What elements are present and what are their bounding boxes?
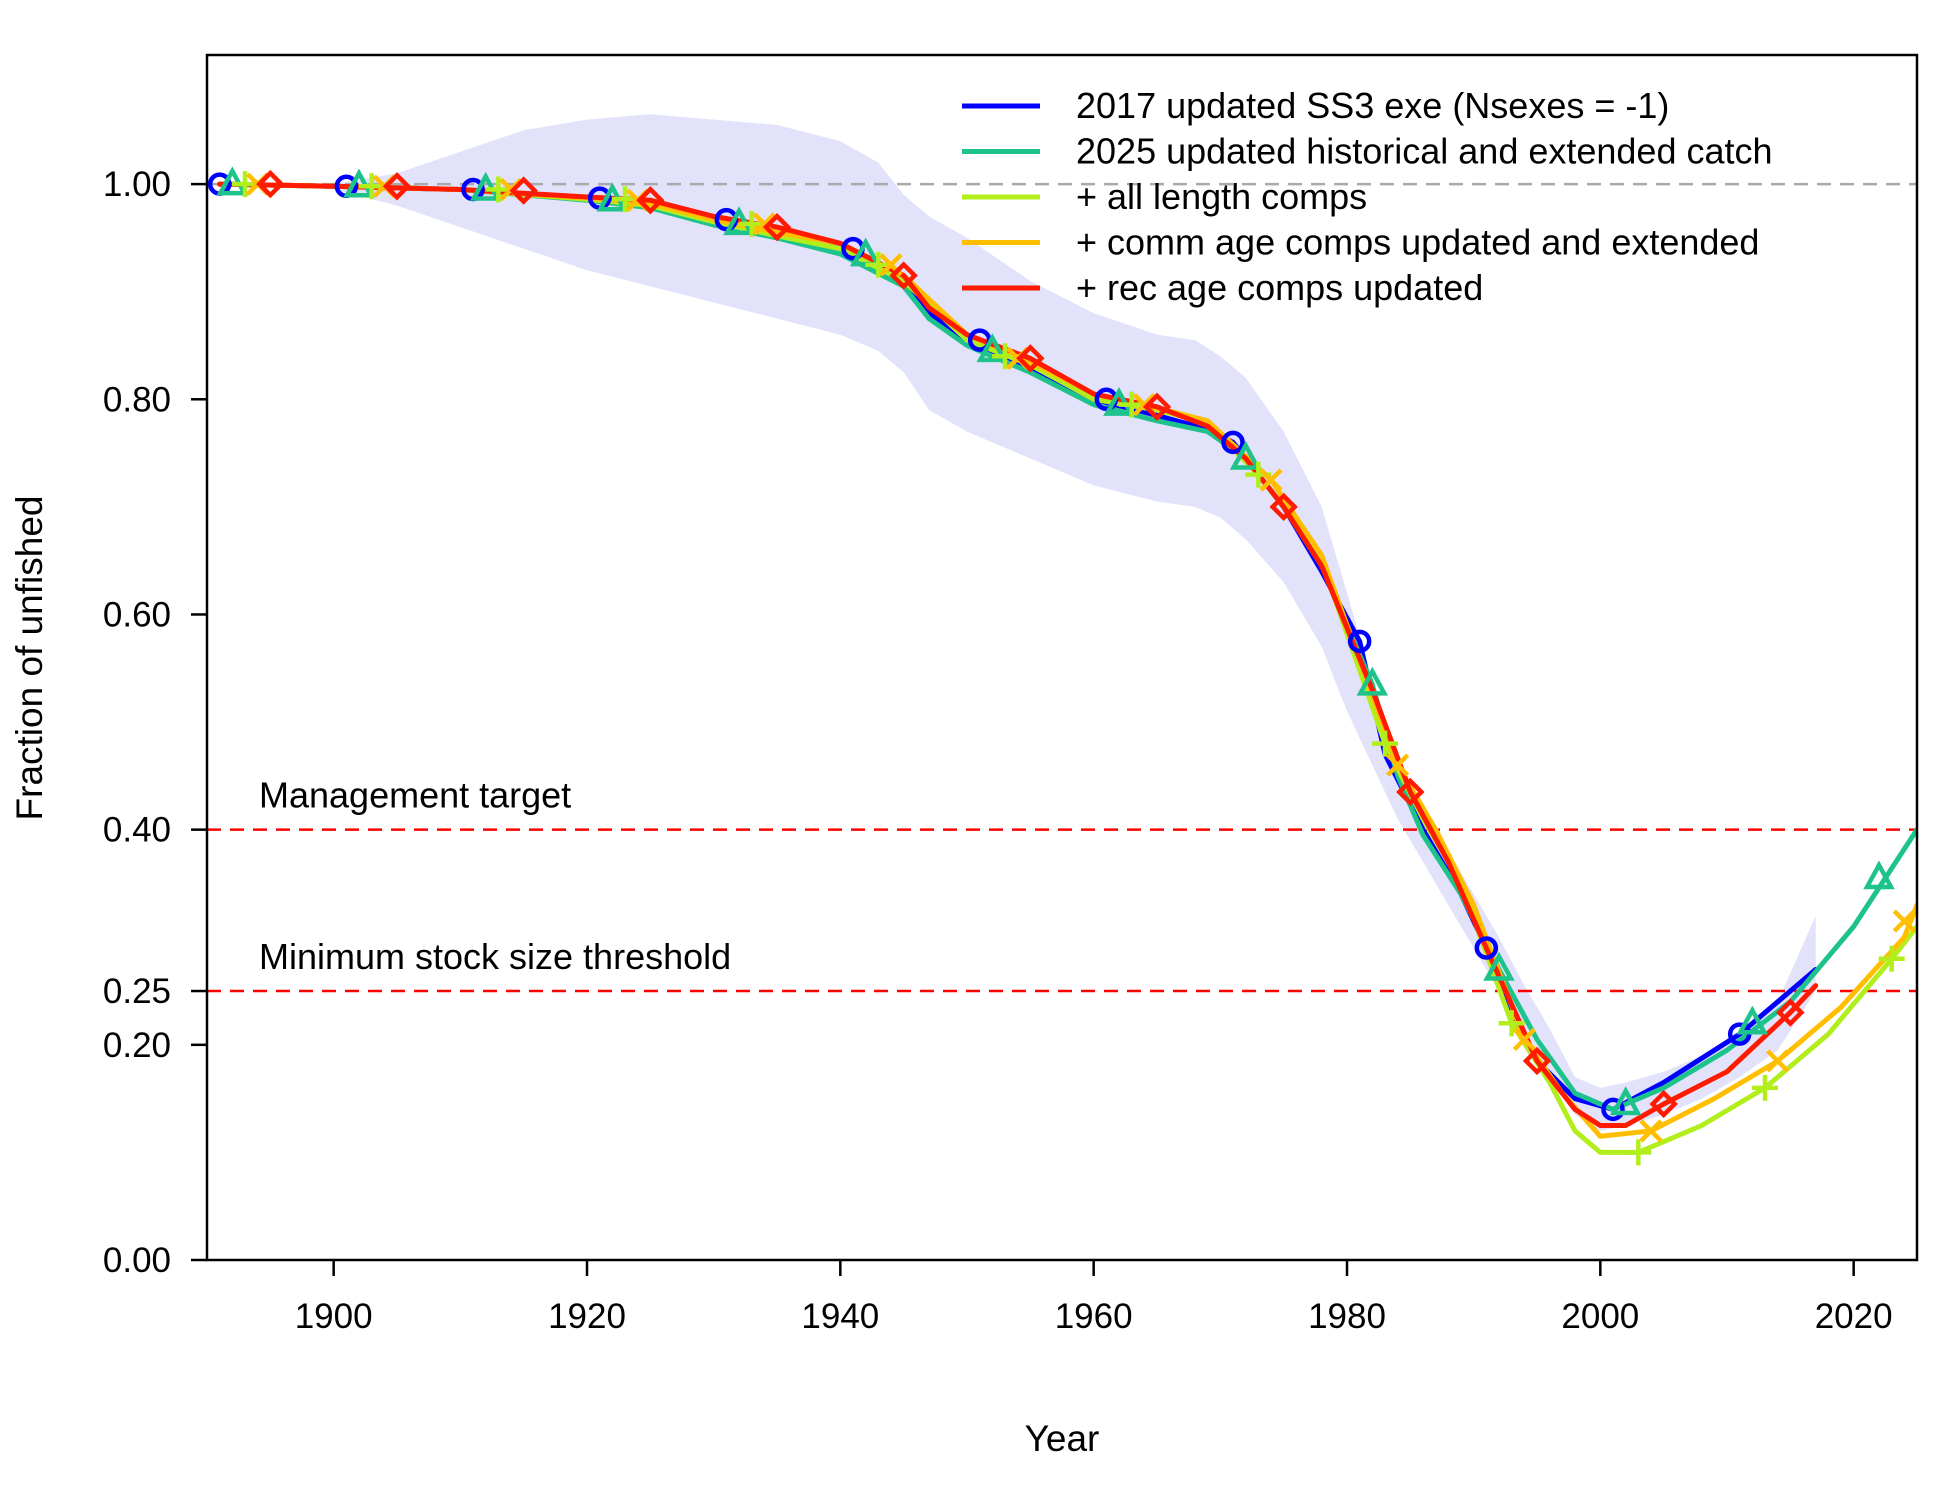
x-tick-label: 1940	[801, 1297, 879, 1336]
x-tick-label: 1900	[295, 1297, 373, 1336]
legend-label-1: 2025 updated historical and extended cat…	[1076, 131, 1773, 172]
reference-line-label-0: Management target	[259, 775, 571, 816]
legend-label-0: 2017 updated SS3 exe (Nsexes = -1)	[1076, 85, 1669, 126]
x-axis-title: Year	[1025, 1418, 1100, 1459]
reference-line-label-1: Minimum stock size threshold	[259, 936, 731, 977]
y-tick-label: 0.00	[103, 1241, 171, 1280]
y-tick-label: 0.25	[103, 972, 171, 1011]
legend-label-4: + rec age comps updated	[1076, 267, 1483, 308]
y-axis-title: Fraction of unfished	[9, 496, 50, 821]
y-tick-label: 0.20	[103, 1026, 171, 1065]
legend-label-3: + comm age comps updated and extended	[1076, 222, 1759, 263]
y-tick-label: 0.40	[103, 811, 171, 850]
y-tick-label: 1.00	[103, 165, 171, 204]
x-tick-label: 1980	[1308, 1297, 1386, 1336]
y-tick-label: 0.80	[103, 380, 171, 419]
x-tick-label: 2000	[1561, 1297, 1639, 1336]
legend-label-2: + all length comps	[1076, 176, 1367, 217]
x-tick-label: 1920	[548, 1297, 626, 1336]
x-tick-label: 2020	[1815, 1297, 1893, 1336]
y-tick-label: 0.60	[103, 595, 171, 634]
x-tick-label: 1960	[1055, 1297, 1133, 1336]
